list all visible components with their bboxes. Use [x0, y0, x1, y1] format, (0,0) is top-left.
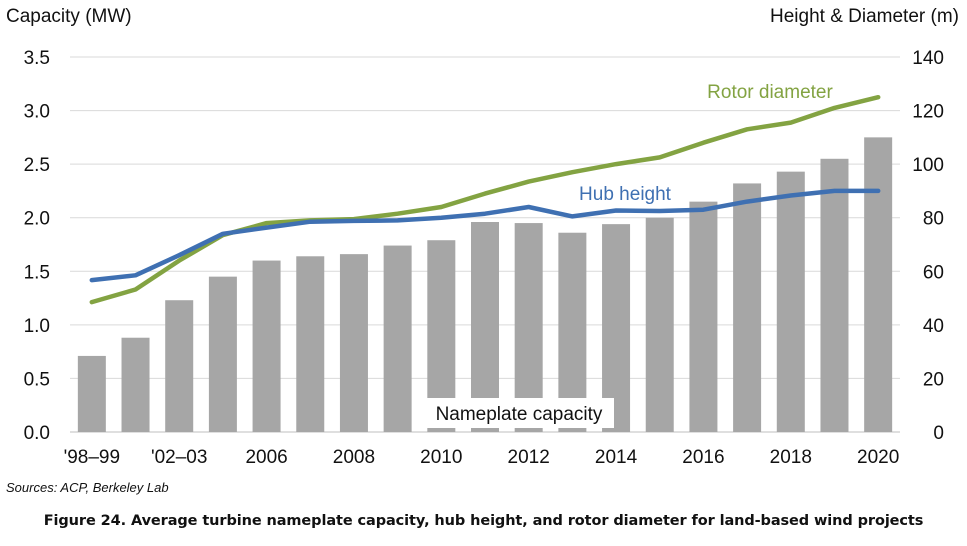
x-tick-label: 2008 — [333, 447, 375, 468]
y-tick-label-right: 100 — [912, 155, 944, 176]
grid-lines — [70, 56, 900, 433]
x-tick-label: 2014 — [595, 447, 638, 468]
y-tick-label-left: 1.0 — [24, 316, 50, 337]
y-tick-label-right: 80 — [923, 209, 944, 230]
bar — [77, 355, 106, 432]
bar — [121, 337, 150, 432]
x-tick-label: 2016 — [682, 447, 724, 468]
y-tick-label-left: 0.5 — [24, 369, 50, 390]
line-series — [89, 94, 881, 305]
bar — [820, 158, 849, 433]
rotor-diameter-label: Rotor diameter — [707, 82, 833, 103]
x-tick-label: 2010 — [420, 447, 462, 468]
bar — [208, 276, 237, 432]
source-note: Sources: ACP, Berkeley Lab — [6, 480, 169, 495]
bar-series-label: Nameplate capacity — [436, 404, 603, 425]
y-tick-label-left: 0.0 — [24, 423, 50, 444]
bar — [165, 300, 194, 432]
bar-series-label-bg — [424, 398, 614, 428]
bar — [776, 171, 805, 432]
x-axis-ticks: '98–99 '02–03 2006 2008 2010 2012 2014 2016 2018… — [64, 447, 900, 468]
y-tick-label-right: 0 — [933, 423, 944, 444]
y-tick-label-left: 2.5 — [24, 155, 50, 176]
y-tick-label-right: 20 — [923, 369, 944, 390]
bar — [383, 245, 412, 432]
bar — [252, 260, 281, 432]
y-tick-label-left: 2.0 — [24, 209, 50, 230]
x-tick-label: 2018 — [770, 447, 812, 468]
x-tick-label: '98–99 — [64, 447, 120, 468]
hub-height-label: Hub height — [579, 184, 672, 205]
bar — [296, 256, 325, 432]
x-tick-label: 2020 — [857, 447, 899, 468]
x-tick-label: 2006 — [245, 447, 287, 468]
bar — [514, 223, 543, 432]
y-tick-label-left: 3.5 — [24, 48, 50, 69]
bar — [864, 137, 893, 432]
y-tick-label-right: 120 — [912, 102, 944, 123]
bar-series-nameplate-capacity — [77, 137, 893, 433]
bar — [689, 201, 718, 432]
figure-caption: Figure 24. Average turbine nameplate cap… — [43, 513, 924, 529]
bar — [339, 254, 368, 432]
y-tick-label-right: 40 — [923, 316, 944, 337]
y-tick-label-left: 3.0 — [24, 102, 50, 123]
bar — [733, 183, 762, 432]
y-axis-right-title: Height & Diameter (m) — [770, 6, 959, 27]
hub-height-line — [89, 188, 881, 283]
bar — [602, 224, 631, 432]
y-tick-label-left: 1.5 — [24, 262, 50, 283]
y-axis-left-ticks: 0.0 0.5 1.0 1.5 2.0 2.5 3.0 3.5 — [24, 48, 50, 444]
y-axis-right-ticks: 0 20 40 60 80 100 120 140 — [912, 48, 944, 444]
bar — [471, 222, 499, 432]
y-tick-label-right: 140 — [912, 48, 944, 69]
y-tick-label-right: 60 — [923, 262, 944, 283]
bar — [645, 217, 674, 432]
x-tick-label: 2012 — [508, 447, 550, 468]
y-axis-left-title: Capacity (MW) — [6, 6, 132, 27]
x-tick-label: '02–03 — [151, 447, 207, 468]
chart-svg: 0.0 0.5 1.0 1.5 2.0 2.5 3.0 3.5 0 20 40 60 80 100 120… — [24, 48, 944, 468]
